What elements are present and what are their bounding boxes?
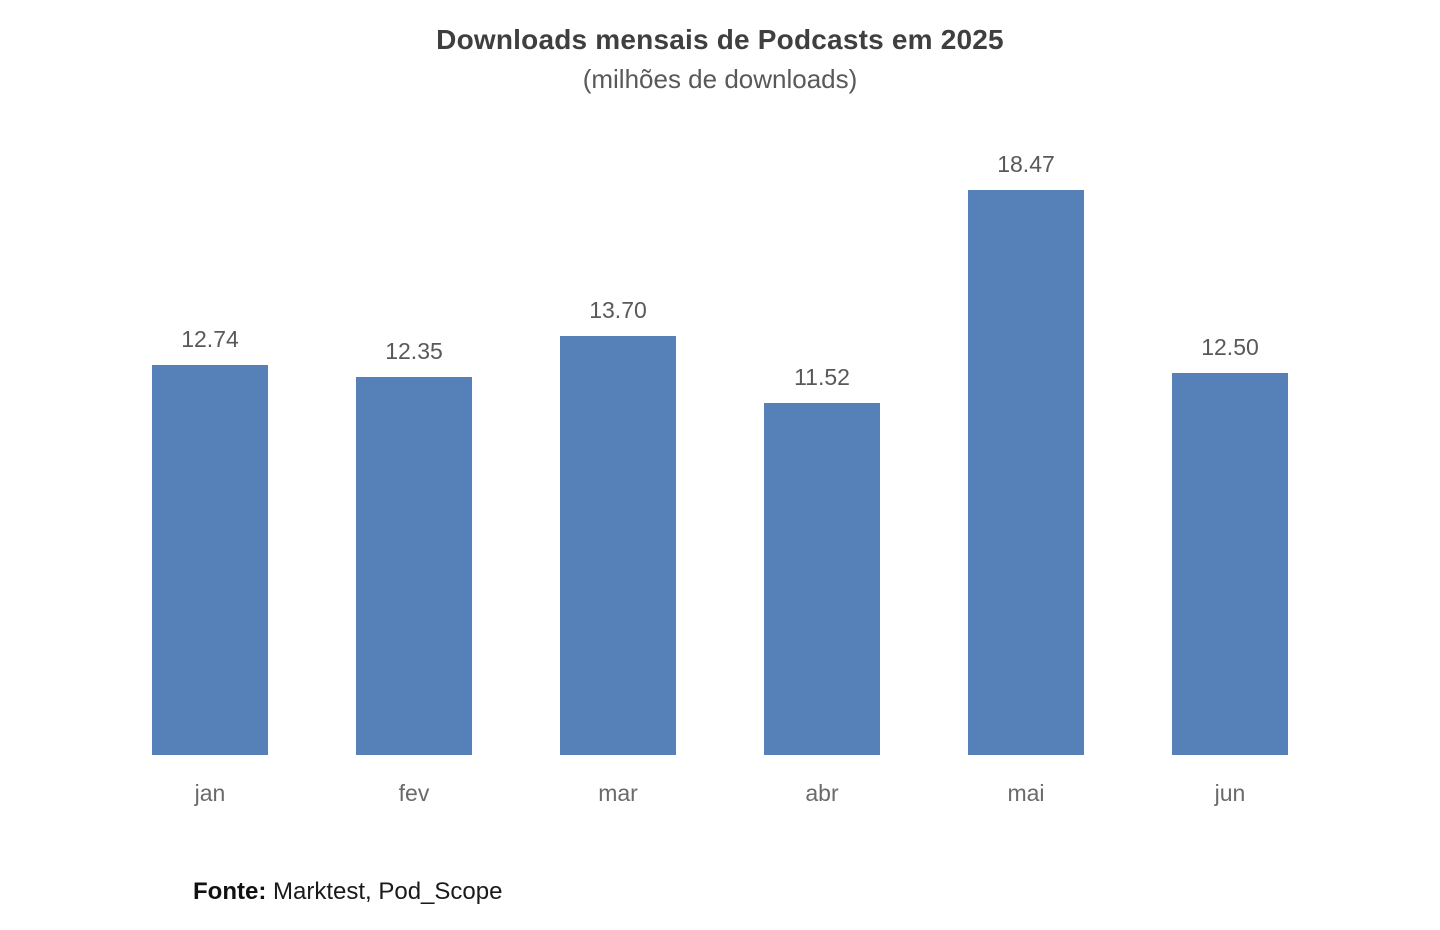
- bar-value-label: 13.70: [589, 297, 647, 323]
- chart-header: Downloads mensais de Podcasts em 2025 (m…: [0, 24, 1440, 95]
- plot-area: 12.74 12.35 13.70 11.52 18.47 12.50: [152, 140, 1288, 755]
- x-axis: jan fev mar abr mai jun: [152, 780, 1288, 807]
- bar-column-jun: 12.50: [1172, 334, 1288, 755]
- x-axis-label-mar: mar: [598, 780, 638, 806]
- source-prefix: Fonte:: [193, 878, 267, 905]
- bar-column-fev: 12.35: [356, 338, 472, 755]
- bar-column-mar: 13.70: [560, 297, 676, 755]
- bar-mai: [968, 190, 1084, 755]
- bar-value-label: 11.52: [794, 364, 850, 390]
- bar-mar: [560, 336, 676, 755]
- x-axis-label-jan: jan: [194, 780, 226, 806]
- bar-fev: [356, 377, 472, 755]
- source-text: Marktest, Pod_Scope: [266, 878, 503, 905]
- bar-column-mai: 18.47: [968, 151, 1084, 755]
- bar-value-label: 18.47: [997, 151, 1055, 177]
- bar-abr: [764, 403, 880, 755]
- x-axis-label-jun: jun: [1214, 780, 1246, 806]
- bar-column-abr: 11.52: [764, 364, 880, 755]
- bar-value-label: 12.50: [1201, 334, 1259, 360]
- source-line: Fonte: Marktest, Pod_Scope: [193, 878, 502, 906]
- x-axis-label-fev: fev: [398, 780, 430, 806]
- bar-jan: [152, 365, 268, 755]
- x-axis-label-mai: mai: [1007, 780, 1045, 806]
- bar-value-label: 12.74: [181, 326, 239, 352]
- chart-subtitle: (milhões de downloads): [582, 64, 858, 94]
- bar-jun: [1172, 373, 1288, 755]
- x-axis-label-abr: abr: [805, 780, 839, 806]
- chart-title: Downloads mensais de Podcasts em 2025: [436, 24, 1004, 55]
- bar-value-label: 12.35: [385, 338, 443, 364]
- bar-column-jan: 12.74: [152, 326, 268, 755]
